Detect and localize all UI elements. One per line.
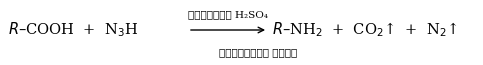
Text: $\it{R}$–NH$_2$  +  CO$_2$↑  +  N$_2$↑: $\it{R}$–NH$_2$ + CO$_2$↑ + N$_2$↑ (272, 21, 457, 39)
Text: सान्द्र H₂SO₄: सान्द्र H₂SO₄ (188, 10, 268, 19)
Text: प्राथमिक ऐमीन: प्राथमिक ऐमीन (219, 48, 297, 57)
Text: $\it{R}$–COOH  +  N$_3$H: $\it{R}$–COOH + N$_3$H (8, 21, 138, 39)
